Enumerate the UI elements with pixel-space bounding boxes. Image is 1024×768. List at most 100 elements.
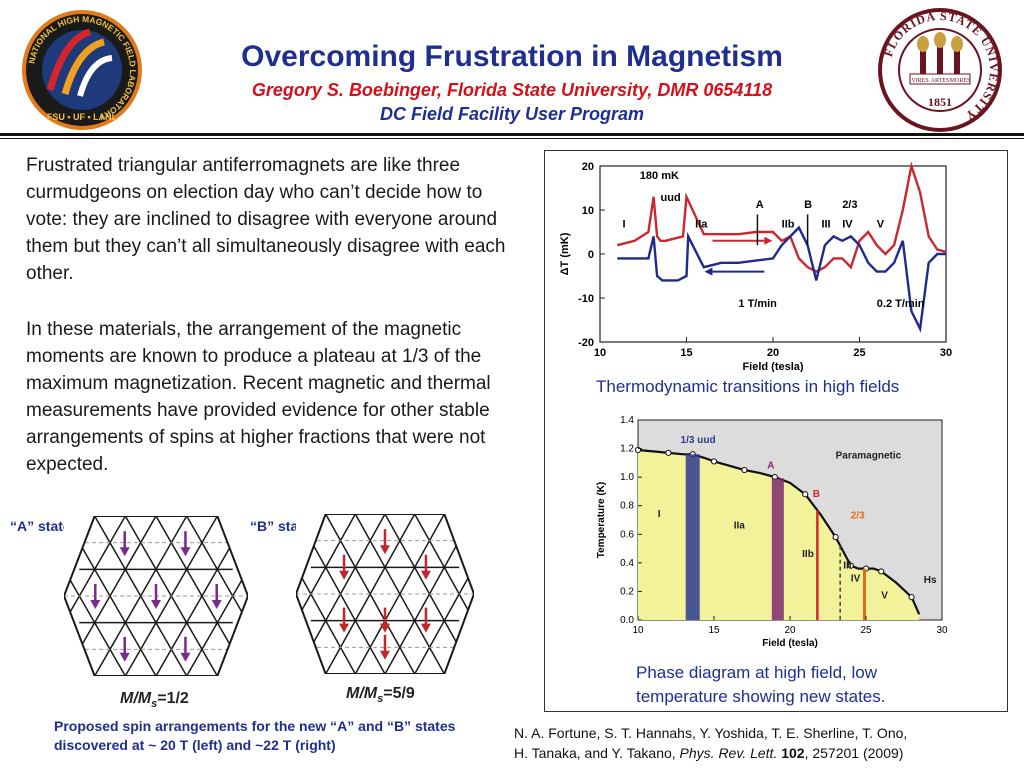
svg-text:1851: 1851 [928, 95, 952, 109]
spin-arrow-head [119, 547, 130, 557]
phase-region-label: 1/3 uud [681, 435, 716, 446]
phase-region-label: 2/3 [851, 511, 865, 522]
nhmfl-logo: NATIONAL HIGH MAGNETIC FIELD LABORATORY … [20, 8, 144, 132]
x-tick-label: 10 [632, 625, 644, 636]
b-state-lattice [206, 513, 564, 675]
spin-figure-caption: Proposed spin arrangements for the new “… [54, 718, 456, 753]
spin-arrow-head [339, 570, 350, 580]
spin-arrow-head [380, 623, 390, 633]
svg-text:FSU • UF • LANL: FSU • UF • LANL [47, 112, 118, 122]
paragraph-intro: Frustrated triangular antiferromagnets a… [26, 155, 506, 284]
spin-arrow-head [90, 600, 101, 609]
svg-text:ARTES: ARTES [931, 78, 950, 84]
phase-region-label: Hs [924, 575, 937, 586]
spin-arrow-head [180, 547, 191, 557]
citation-journal: Phys. Rev. Lett. [679, 745, 778, 761]
citation: N. A. Fortune, S. T. Hannahs, Y. Yoshida… [514, 723, 1014, 763]
header-rule-thin [0, 138, 1024, 139]
spin-arrow-head [380, 545, 390, 555]
spin-arrow-head [380, 650, 390, 660]
svg-text:VIRES: VIRES [911, 78, 928, 84]
x-tick-label: 20 [767, 347, 779, 359]
y-tick-label: 0 [588, 249, 594, 261]
paragraph-details: In these materials, the arrangement of t… [26, 319, 491, 475]
spin-arrow-head [119, 652, 130, 662]
chart1-annotation: 0.2 T/min [877, 298, 925, 310]
sweep-up-arrowhead [764, 236, 773, 245]
a-state-lattice [0, 515, 341, 677]
series-red-line [617, 161, 947, 273]
delta-t-chart: 10 15 20 25 30 20 10 0 -10 -20 Field (tesla) ΔT (mK… [550, 154, 960, 373]
slide-program: DC Field Facility User Program [379, 104, 645, 124]
x-tick-label: 25 [860, 625, 872, 636]
x-tick-label: 15 [708, 625, 720, 636]
y-tick-label: 0.8 [620, 501, 634, 512]
boundary-point [847, 562, 854, 569]
caption-phase-diagram: Phase diagram at high field, low tempera… [636, 663, 886, 706]
slide-title: Overcoming Frustration in Magnetism [241, 40, 783, 73]
a-phase-band [771, 478, 784, 620]
phase-region-label: IV [851, 573, 861, 584]
y-tick-label: 0.4 [620, 558, 634, 569]
phase-region-label: III [843, 561, 852, 572]
phase-region-label: B [813, 489, 820, 500]
figure-frame [544, 150, 1008, 712]
boundary-point [802, 491, 809, 498]
chart1-annotation: 2/3 [842, 199, 857, 211]
fsu-seal-logo: FLORIDA STATE UNIVERSITY VIRES ARTES MOR… [876, 6, 1004, 134]
x-tick-label: 30 [940, 347, 952, 359]
chart1-annotation: A [756, 199, 764, 211]
citation-line1: N. A. Fortune, S. T. Hannahs, Y. Yoshida… [514, 725, 908, 741]
a-state-ratio: M/Ms=1/2 [120, 690, 189, 711]
x-tick-label: 25 [853, 347, 865, 359]
chart1-annotation: III [821, 219, 830, 231]
phase-region-label: IIa [734, 521, 746, 532]
x-axis-label: Field (tesla) [762, 638, 818, 649]
x-tick-label: 20 [784, 625, 796, 636]
citation-line2: H. Tanaka, and Y. Takano, Phys. Rev. Let… [514, 745, 904, 761]
chart1-annotation: B [804, 199, 812, 211]
y-tick-label: 1.4 [620, 415, 634, 426]
sweep-down-arrowhead [704, 267, 713, 276]
b-state-label: “B” state [250, 518, 311, 534]
chart1-annotation: IV [842, 219, 853, 231]
chart1-annotation: IIa [695, 219, 708, 231]
citation-volume: 102 [781, 745, 805, 761]
boundary-point [741, 466, 748, 474]
a-state-label: “A” state [10, 518, 71, 534]
y-axis-label: ΔT (mK) [559, 232, 571, 275]
uud-phase-band [685, 454, 700, 620]
spin-arrow-head [420, 570, 431, 580]
header-rule [0, 133, 1024, 136]
spin-arrow-head [180, 652, 191, 662]
y-tick-label: 10 [582, 205, 594, 217]
svg-text:MORES: MORES [950, 78, 971, 84]
phase-region-label: Paramagnetic [836, 451, 902, 462]
spin-arrow-head [211, 600, 222, 609]
phase-region-label: V [881, 591, 888, 602]
y-tick-label: 1.2 [620, 444, 634, 455]
chart1-annotation: 1 T/min [738, 298, 777, 310]
x-tick-label: 10 [594, 347, 606, 359]
phase-diagram: 10 15 20 25 30 0.0 0.2 0.4 0.6 0.8 1.0 1.2 1.4 Field … [592, 410, 958, 650]
caption-thermodynamic: Thermodynamic transitions in high fields [596, 377, 900, 396]
y-tick-label: 20 [582, 161, 594, 173]
slide-author: Gregory S. Boebinger, Florida State Univ… [251, 80, 773, 100]
spin-arrow-head [420, 623, 431, 633]
x-tick-label: 15 [680, 347, 692, 359]
chart1-annotation: uud [661, 192, 681, 204]
y-tick-label: -10 [578, 293, 594, 305]
phase-region-label: A [767, 461, 774, 472]
chart1-annotation: I [622, 219, 625, 231]
chart1-annotation: 180 mK [640, 170, 679, 182]
chart1-annotation: V [877, 219, 885, 231]
phase-region-label: IIb [802, 549, 814, 560]
y-tick-label: 0.6 [620, 529, 634, 540]
x-tick-label: 30 [936, 625, 948, 636]
boundary-point [832, 534, 839, 541]
y-axis-label: Temperature (K) [596, 482, 607, 559]
y-tick-label: -20 [578, 337, 594, 349]
boundary-point [665, 449, 672, 456]
phase-region-label: I [658, 509, 661, 520]
plot-area [599, 165, 947, 343]
